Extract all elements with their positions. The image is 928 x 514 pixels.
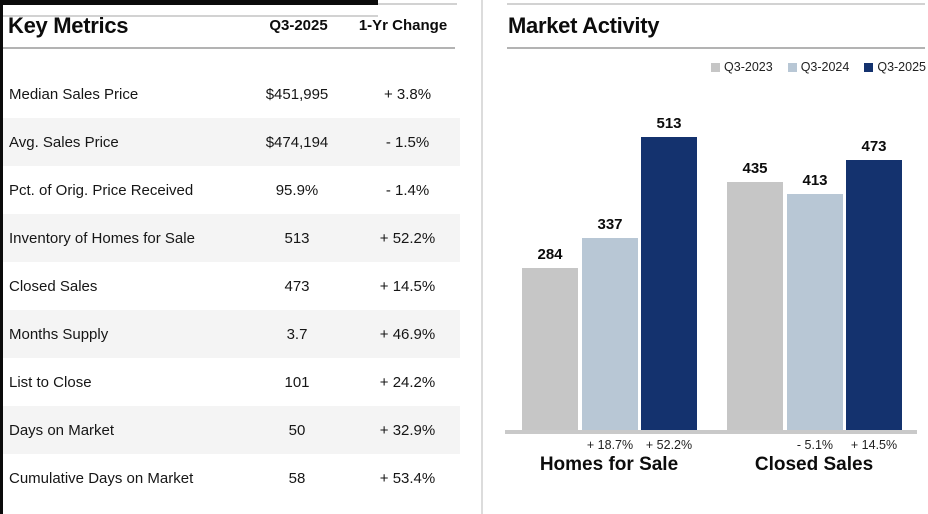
metric-value: 95.9%	[275, 181, 319, 199]
market-activity-title-rule	[507, 47, 925, 49]
legend-swatch-icon	[711, 62, 721, 72]
left-black-border	[0, 0, 3, 514]
bar-value-label: 473	[861, 138, 887, 155]
table-row: Median Sales Price $451,995 + 3.8%	[3, 70, 460, 118]
metric-label: Avg. Sales Price	[9, 133, 119, 151]
metric-label: Months Supply	[9, 325, 109, 343]
metric-label: Pct. of Orig. Price Received	[9, 181, 194, 199]
top-hairline-left	[3, 15, 378, 17]
top-black-bar	[0, 0, 378, 5]
market-activity-panel: Market Activity Q3-2023 Q3-2024 Q3-2025 28…	[505, 0, 928, 514]
metric-value: $474,194	[265, 133, 329, 151]
legend-label: Q3-2024	[800, 60, 850, 74]
table-row: Days on Market 50 + 32.9%	[3, 406, 460, 454]
bar-Q3-2023-Homes for Sale	[522, 268, 578, 430]
metric-change: + 24.2%	[379, 373, 436, 391]
metric-value: 101	[284, 373, 310, 391]
bar-value-label: 513	[656, 115, 682, 132]
key-metrics-panel: Key Metrics Q3-2025 1-Yr Change Median S…	[3, 0, 460, 514]
table-row: List to Close 101 + 24.2%	[3, 358, 460, 406]
metric-label: Inventory of Homes for Sale	[9, 229, 195, 247]
metric-change: + 52.2%	[379, 229, 436, 247]
metric-value: 473	[284, 277, 310, 295]
table-row: Months Supply 3.7 + 46.9%	[3, 310, 460, 358]
metric-label: List to Close	[9, 373, 92, 391]
bar-Q3-2023-Closed Sales	[727, 182, 783, 430]
metric-value: 58	[288, 469, 306, 487]
bar-value-label: 413	[802, 172, 828, 189]
metric-value: 3.7	[286, 325, 308, 343]
bar-value-label: 284	[537, 246, 563, 263]
bar-value-label: 435	[742, 160, 768, 177]
legend-item: Q3-2023	[711, 60, 773, 74]
metric-change: + 53.4%	[379, 469, 436, 487]
column-header-period: Q3-2025	[269, 17, 328, 34]
key-metrics-title-rule	[3, 47, 455, 49]
table-row: Inventory of Homes for Sale 513 + 52.2%	[3, 214, 460, 262]
metric-change: + 32.9%	[379, 421, 436, 439]
top-hairline-right	[507, 3, 925, 5]
category-label: Closed Sales	[754, 454, 874, 475]
legend-label: Q3-2025	[877, 60, 926, 74]
metric-value: 50	[288, 421, 306, 439]
metric-label: Days on Market	[9, 421, 115, 439]
change-label: + 52.2%	[645, 438, 693, 452]
top-hairline-mid	[378, 3, 457, 5]
legend-swatch-icon	[864, 62, 874, 72]
change-label: - 5.1%	[796, 438, 834, 452]
legend-item: Q3-2025	[864, 60, 926, 74]
table-row: Closed Sales 473 + 14.5%	[3, 262, 460, 310]
chart-legend: Q3-2023 Q3-2024 Q3-2025	[711, 60, 926, 74]
key-metrics-title: Key Metrics	[8, 13, 129, 38]
bar-Q3-2025-Closed Sales	[846, 160, 902, 430]
metric-change: - 1.5%	[385, 133, 430, 151]
bar-Q3-2024-Closed Sales	[787, 194, 843, 430]
column-header-change: 1-Yr Change	[358, 17, 448, 34]
metric-label: Cumulative Days on Market	[9, 469, 194, 487]
metric-change: + 46.9%	[379, 325, 436, 343]
table-row: Pct. of Orig. Price Received 95.9% - 1.4%	[3, 166, 460, 214]
bar-Q3-2024-Homes for Sale	[582, 238, 638, 430]
table-row: Cumulative Days on Market 58 + 53.4%	[3, 454, 460, 502]
legend-item: Q3-2024	[787, 60, 850, 74]
metric-label: Median Sales Price	[9, 85, 139, 103]
metric-value: $451,995	[265, 85, 329, 103]
change-label: + 14.5%	[850, 438, 898, 452]
metric-change: + 14.5%	[379, 277, 436, 295]
metric-change: - 1.4%	[385, 181, 430, 199]
metric-change: + 3.8%	[383, 85, 432, 103]
panel-divider	[481, 0, 483, 514]
metric-label: Closed Sales	[9, 277, 98, 295]
bar-Q3-2025-Homes for Sale	[641, 137, 697, 430]
category-label: Homes for Sale	[539, 454, 679, 475]
change-label: + 18.7%	[586, 438, 634, 452]
key-metrics-rows: Median Sales Price $451,995 + 3.8% Avg. Sal…	[3, 70, 460, 502]
market-activity-title: Market Activity	[508, 13, 660, 38]
table-row: Avg. Sales Price $474,194 - 1.5%	[3, 118, 460, 166]
bar-value-label: 337	[597, 216, 623, 233]
legend-label: Q3-2023	[724, 60, 773, 74]
bar-chart-plot: 284 435 337 413 513 473	[505, 115, 917, 430]
x-axis-line	[505, 430, 917, 434]
metric-value: 513	[284, 229, 310, 247]
legend-swatch-icon	[787, 62, 797, 72]
